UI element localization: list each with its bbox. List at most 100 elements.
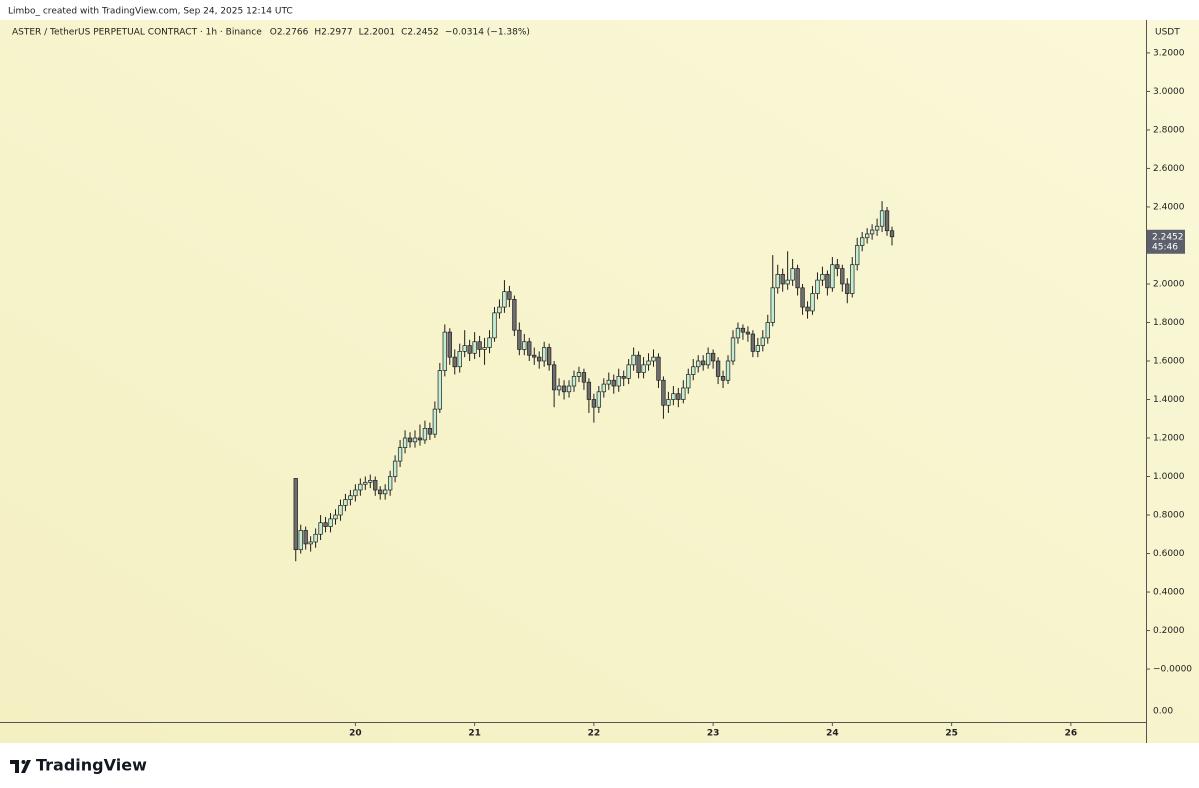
x-tick-label: 20 xyxy=(349,729,362,739)
logo: TradingView xyxy=(10,756,147,775)
candle-body xyxy=(860,237,865,246)
candle-body xyxy=(865,233,870,239)
candle-body xyxy=(407,437,413,443)
ohlc-value: −0.0314 (−1.38%) xyxy=(445,28,530,38)
candle-body xyxy=(800,287,805,308)
candle-body xyxy=(621,376,626,379)
candle-body xyxy=(388,476,393,491)
candle-body xyxy=(785,279,790,285)
x-tick-label: 26 xyxy=(1065,729,1078,739)
y-tick-label: 2.6000 xyxy=(1153,164,1185,174)
candle-body xyxy=(348,495,353,500)
candle-body xyxy=(810,293,815,312)
candle-body xyxy=(556,385,562,391)
candle-body xyxy=(705,352,711,366)
candle-body xyxy=(383,489,388,495)
candle-body xyxy=(323,522,328,527)
candle-body xyxy=(502,291,507,308)
candle-body xyxy=(666,399,671,406)
candle-body xyxy=(457,351,462,368)
candle-body xyxy=(686,374,691,389)
candle-body xyxy=(462,345,467,352)
candle-body xyxy=(358,483,363,491)
candle-body xyxy=(353,489,358,497)
ohlc-value: O2.2766 xyxy=(270,28,309,38)
candle-body xyxy=(879,210,885,227)
candle-body xyxy=(835,264,840,269)
candle-body xyxy=(735,327,741,339)
candle-body xyxy=(437,370,442,410)
y-tick-label: 3.0000 xyxy=(1153,87,1185,97)
candle-body xyxy=(701,360,706,366)
candle-body xyxy=(720,376,726,381)
candle-body xyxy=(874,225,880,231)
candle-body xyxy=(750,333,756,352)
candle-body xyxy=(631,354,636,366)
candle-body xyxy=(452,356,457,368)
candle-body xyxy=(725,360,731,381)
y-tick-label: 1.0000 xyxy=(1153,472,1185,482)
candle-body xyxy=(845,283,850,294)
candle-body xyxy=(606,379,611,385)
y-tick-label: 1.4000 xyxy=(1153,395,1185,405)
candle-body xyxy=(571,376,577,387)
y-tick-label: −0.0000 xyxy=(1153,665,1192,675)
candle-body xyxy=(417,437,423,441)
candle-body xyxy=(482,347,487,350)
chart-bg xyxy=(0,20,1199,743)
candle-body xyxy=(805,306,810,312)
candle-body xyxy=(308,541,313,545)
logo-text: TradingView xyxy=(36,756,147,775)
candle-body xyxy=(427,428,433,435)
logo-dot xyxy=(21,760,26,764)
candle-body xyxy=(512,299,517,331)
candle-body xyxy=(601,383,606,393)
candle-body xyxy=(397,447,403,462)
candle-body xyxy=(477,341,482,350)
y-tick-label: 2.0000 xyxy=(1153,279,1185,289)
candle-body xyxy=(487,337,492,348)
ohlc-value: H2.2977 xyxy=(314,28,352,38)
candle-body xyxy=(303,530,308,545)
candle-body xyxy=(795,268,800,289)
candle-body xyxy=(765,322,770,339)
candle-body xyxy=(646,360,651,366)
candle-body xyxy=(497,306,502,314)
candle-body xyxy=(338,505,343,516)
candle-body xyxy=(363,481,368,485)
candle-body xyxy=(328,518,333,527)
price-tag-bg xyxy=(1147,229,1185,254)
candle-body xyxy=(651,356,656,362)
candle-body xyxy=(313,533,318,543)
candle-body xyxy=(820,273,825,281)
candle-body xyxy=(527,341,532,356)
candle-body xyxy=(551,364,557,391)
candle-body xyxy=(760,337,765,346)
candle-body xyxy=(840,268,845,285)
candle-body xyxy=(576,372,582,377)
candle-body xyxy=(546,347,552,366)
price-tag: 2.2452 xyxy=(1152,232,1184,242)
y-tick-label: 1.8000 xyxy=(1153,318,1185,328)
candle-body xyxy=(656,356,661,381)
candle-body xyxy=(343,499,348,506)
candle-body xyxy=(889,230,895,238)
ohlc-legend: O2.2766 H2.2977 L2.2001 C2.2452 −0.0314 (−1.… xyxy=(270,28,530,38)
candle-body xyxy=(755,345,760,352)
candle-body xyxy=(402,437,408,448)
candle-body xyxy=(333,514,338,520)
candle-body xyxy=(532,354,537,358)
candle-body xyxy=(422,428,428,441)
candle-body xyxy=(710,352,716,362)
candle-body xyxy=(884,210,890,232)
y-extra-label: 0.00 xyxy=(1153,707,1173,717)
candle-body xyxy=(681,387,686,400)
candle-body xyxy=(542,347,547,362)
candle-body xyxy=(537,356,542,362)
candle-body xyxy=(790,268,795,281)
price-timer: 45:46 xyxy=(1152,242,1178,252)
y-tick-label: 0.2000 xyxy=(1153,626,1185,636)
